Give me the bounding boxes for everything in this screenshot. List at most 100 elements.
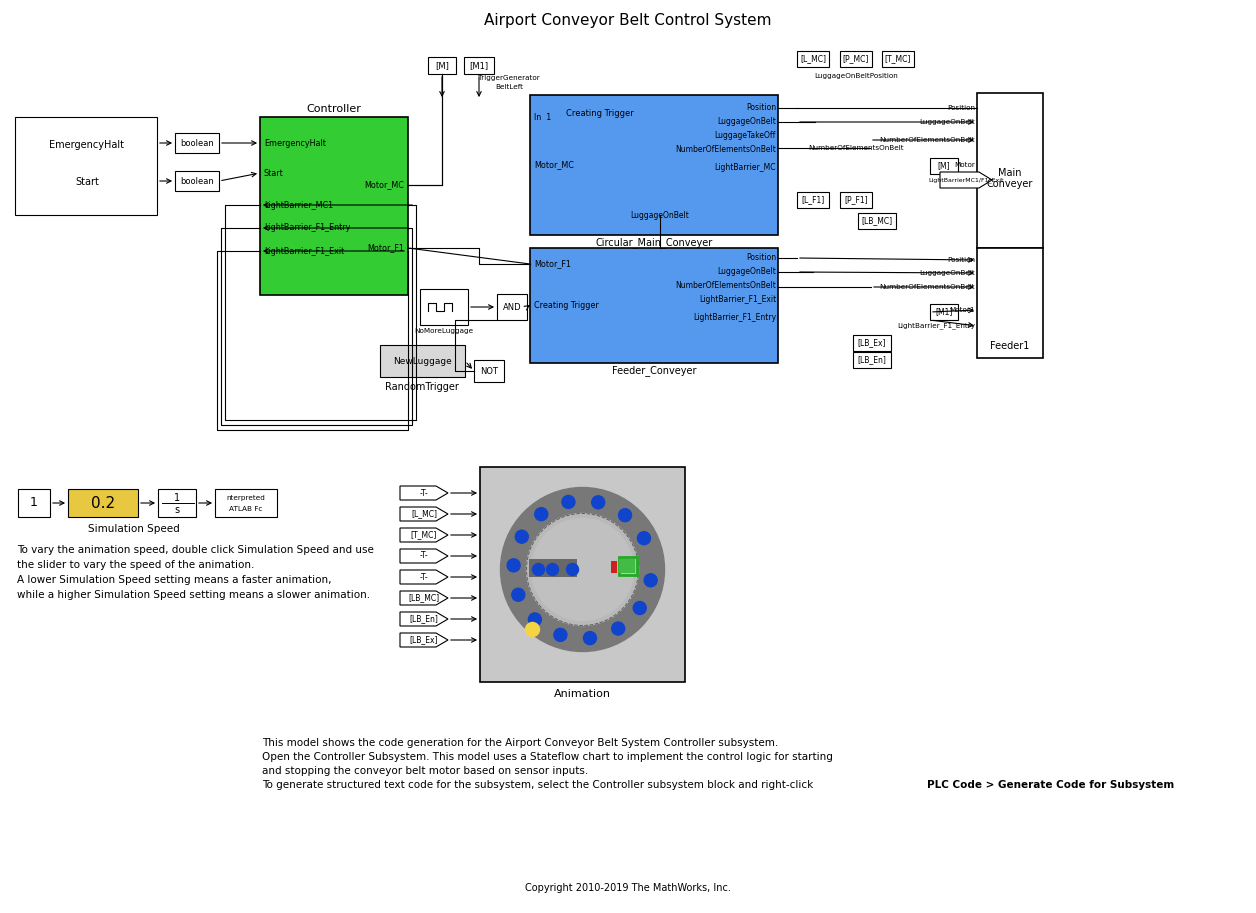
Text: LuggageOnBeltPosition: LuggageOnBeltPosition [814,73,898,79]
Bar [858,213,896,229]
Bar [840,192,872,208]
Text: 1: 1 [30,497,38,509]
Bar [158,489,196,517]
Bar [474,360,504,382]
Circle shape [525,623,540,636]
Text: Position: Position [746,103,776,112]
Text: Open the Controller Subsystem. This model uses a Stateflow chart to implement th: Open the Controller Subsystem. This mode… [263,752,833,762]
Text: Airport Conveyor Belt Control System: Airport Conveyor Belt Control System [485,13,771,27]
Text: Position: Position [947,257,975,263]
Text: In  1: In 1 [534,113,551,122]
Text: EmergencyHalt: EmergencyHalt [264,139,325,148]
Text: RandomTrigger: RandomTrigger [386,382,458,392]
Text: BeltLeft: BeltLeft [495,84,522,90]
Circle shape [535,508,548,520]
Text: [LB_Ex]: [LB_Ex] [858,339,887,348]
Text: NumberOfElementsOnBelt: NumberOfElementsOnBelt [676,281,776,290]
Text: LightBarrier_MC: LightBarrier_MC [715,163,776,172]
Text: ATLAB Fc: ATLAB Fc [230,506,263,512]
Polygon shape [399,507,448,521]
Text: [T_MC]: [T_MC] [884,55,911,64]
Bar [929,304,958,320]
Text: LightBarrier_F1_Entry: LightBarrier_F1_Entry [897,322,975,330]
Bar [929,158,958,174]
Text: [L_MC]: [L_MC] [411,509,437,519]
Text: [P_F1]: [P_F1] [844,195,868,205]
Bar [798,192,829,208]
Text: LuggageOnBelt: LuggageOnBelt [919,119,975,125]
Text: LightBarrier_F1_Exit: LightBarrier_F1_Exit [264,247,344,256]
Text: LuggageOnBelt: LuggageOnBelt [631,211,690,219]
Bar [977,248,1042,358]
Text: TriggerGenerator: TriggerGenerator [479,75,540,81]
Bar [428,57,456,74]
Text: LightBarrier_F1_Entry: LightBarrier_F1_Entry [264,224,350,233]
Circle shape [529,613,541,626]
Text: NOT: NOT [480,366,497,375]
Circle shape [644,573,657,587]
Text: A lower Simulation Speed setting means a faster animation,: A lower Simulation Speed setting means a… [18,575,332,585]
Text: This model shows the code generation for the Airport Conveyor Belt System Contro: This model shows the code generation for… [263,738,779,748]
Circle shape [546,563,559,575]
Text: Controller: Controller [306,104,362,114]
Circle shape [533,563,545,575]
Text: [L_MC]: [L_MC] [800,55,826,64]
Circle shape [507,559,520,572]
Text: [M1]: [M1] [936,308,953,317]
Text: LightBarrier_F1_Exit: LightBarrier_F1_Exit [698,296,776,305]
Text: 0.2: 0.2 [90,496,116,510]
Polygon shape [399,591,448,605]
Text: To vary the animation speed, double click Simulation Speed and use: To vary the animation speed, double clic… [18,545,374,555]
Text: [L_F1]: [L_F1] [801,195,825,205]
Text: 1: 1 [173,493,180,503]
Circle shape [638,531,651,545]
Circle shape [526,513,638,625]
Text: NoMoreLuggage: NoMoreLuggage [414,328,474,334]
Bar [853,335,891,351]
Bar [381,345,465,377]
Text: NewLuggage: NewLuggage [393,356,451,365]
Bar [260,117,408,295]
Bar [530,95,777,235]
Bar [618,558,637,575]
Text: NumberOfElementsOnBelt: NumberOfElementsOnBelt [808,145,904,151]
Text: LuggageTakeOff: LuggageTakeOff [715,131,776,141]
Bar [618,560,634,573]
Bar [497,294,528,320]
Circle shape [561,496,575,509]
Bar [853,352,891,368]
Text: LuggageOnBelt: LuggageOnBelt [717,268,776,277]
Text: NumberOfElementsOnBelt: NumberOfElementsOnBelt [676,145,776,154]
Bar [68,489,138,517]
Text: -T-: -T- [420,551,428,561]
Text: Motor_F1: Motor_F1 [534,259,571,268]
Text: [LB_MC]: [LB_MC] [862,216,893,226]
Polygon shape [399,549,448,563]
Bar [15,117,157,215]
Text: Motor1: Motor1 [950,307,975,313]
Text: Animation: Animation [554,689,610,699]
Text: [M]: [M] [938,162,951,171]
Text: Motor_F1: Motor_F1 [367,244,404,253]
Text: and stopping the conveyor belt motor based on sensor inputs.: and stopping the conveyor belt motor bas… [263,766,588,776]
Text: Position: Position [746,254,776,263]
Text: s: s [175,505,180,515]
Text: To generate structured text code for the subsystem, select the Controller subsys: To generate structured text code for the… [263,780,816,790]
Text: Main
Conveyer: Main Conveyer [987,168,1034,189]
Bar [840,51,872,67]
Text: while a higher Simulation Speed setting means a slower animation.: while a higher Simulation Speed setting … [18,590,371,600]
Text: LuggageOnBelt: LuggageOnBelt [717,118,776,127]
Bar [175,171,219,191]
Circle shape [531,519,633,621]
Text: Circular_Main_Conveyer: Circular_Main_Conveyer [595,237,712,248]
Circle shape [618,509,632,521]
Circle shape [554,628,566,641]
Circle shape [612,622,624,635]
Text: EmergencyHalt: EmergencyHalt [49,140,124,150]
Text: Motor: Motor [955,162,975,168]
Bar [529,560,577,578]
Text: -T-: -T- [420,488,428,498]
Text: [P_MC]: [P_MC] [843,55,869,64]
Text: Motor_MC: Motor_MC [534,161,574,170]
Bar [215,489,278,517]
